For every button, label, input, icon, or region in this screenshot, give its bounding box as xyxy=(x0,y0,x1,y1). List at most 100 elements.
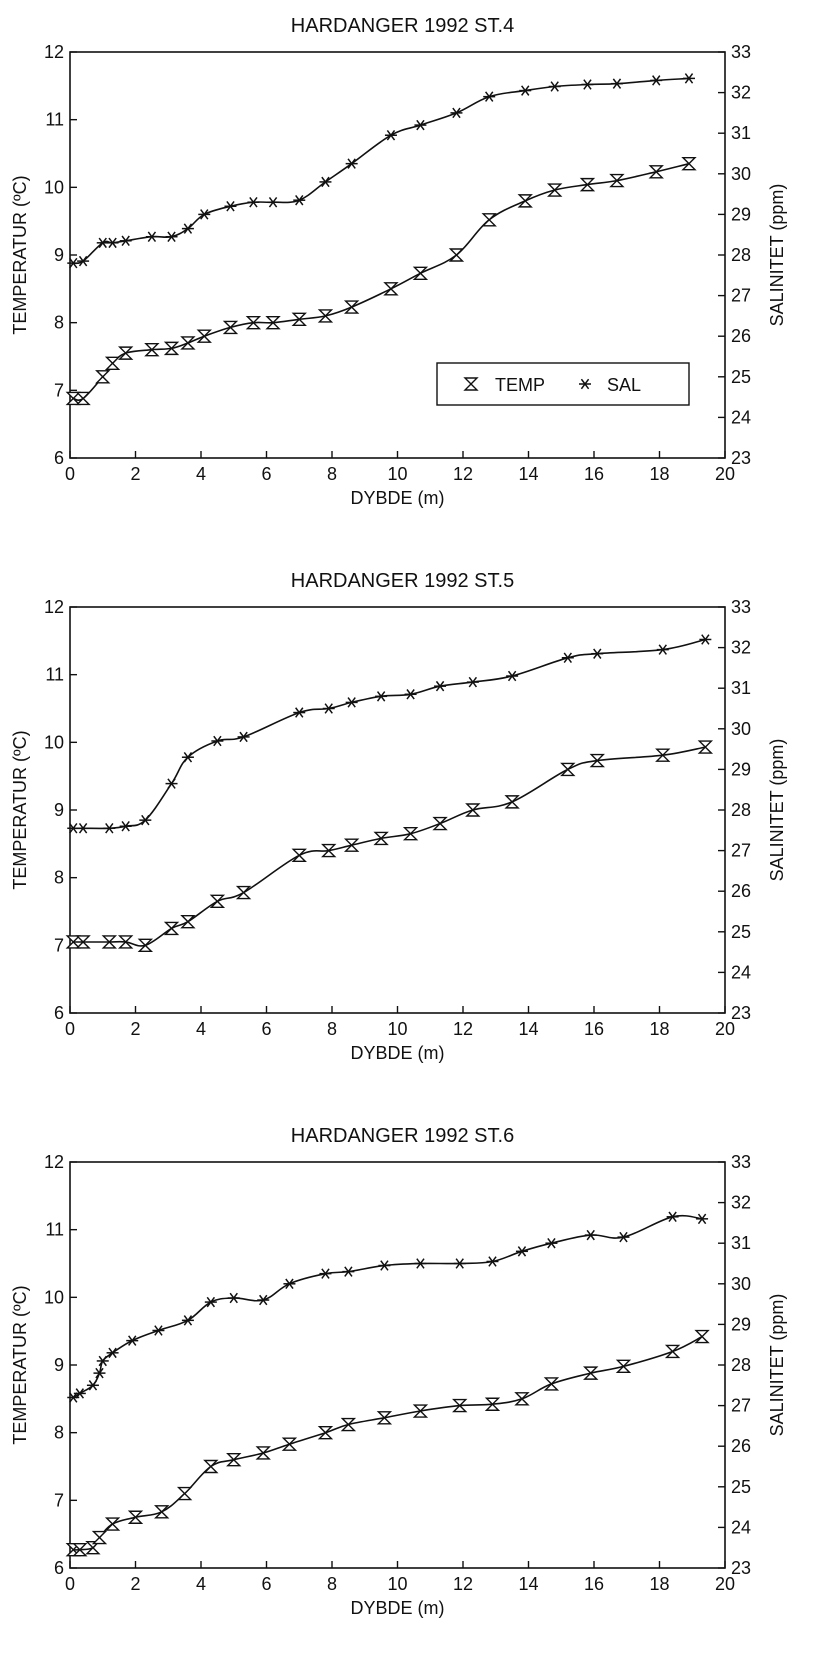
temp-point xyxy=(543,1377,560,1391)
chart-title: HARDANGER 1992 ST.5 xyxy=(291,570,514,592)
sal-point xyxy=(342,1266,355,1277)
y2-tick-label: 32 xyxy=(731,83,751,103)
temp-point xyxy=(163,921,180,936)
temp-point xyxy=(615,1359,632,1374)
y2-axis-label: SALINITET (ppm) xyxy=(767,184,787,327)
y2-tick-label: 31 xyxy=(731,678,751,698)
sal-point xyxy=(584,1229,597,1241)
temp-point xyxy=(176,1486,193,1501)
sal-point xyxy=(211,735,224,747)
x-tick-label: 12 xyxy=(453,464,473,484)
sal-point xyxy=(696,1213,709,1225)
sal-point xyxy=(73,1388,86,1399)
temp-point xyxy=(209,894,226,909)
x-tick-label: 4 xyxy=(196,1574,206,1594)
x-tick-label: 20 xyxy=(715,1574,735,1594)
temp-point xyxy=(235,885,252,900)
plot-frame xyxy=(69,606,726,1014)
sal-point xyxy=(414,119,427,131)
temp-point xyxy=(579,177,596,192)
temp-point xyxy=(91,1530,108,1545)
y2-tick-label: 33 xyxy=(731,597,751,617)
y2-tick-label: 28 xyxy=(731,1355,751,1375)
y2-tick-label: 28 xyxy=(731,800,751,820)
sal-point xyxy=(617,1231,630,1243)
y2-tick-label: 30 xyxy=(731,1274,751,1294)
y2-tick-label: 23 xyxy=(731,1003,751,1023)
temp-point xyxy=(117,346,134,360)
sal-point xyxy=(257,1294,270,1306)
temp-point xyxy=(317,309,334,323)
temp-point xyxy=(163,341,180,356)
y2-axis-label: SALINITET (ppm) xyxy=(767,1294,787,1437)
y2-tick-label: 33 xyxy=(731,1152,751,1172)
temp-point xyxy=(697,740,714,754)
temp-point xyxy=(291,312,307,326)
sal-point xyxy=(293,707,306,718)
temp-point xyxy=(317,1425,334,1440)
x-tick-label: 16 xyxy=(584,464,604,484)
sal-point xyxy=(561,652,574,664)
y2-tick-label: 29 xyxy=(731,1314,751,1334)
temp-point xyxy=(340,1417,357,1432)
sal-point xyxy=(126,1335,139,1346)
series-line-sal xyxy=(73,77,690,265)
sal-point xyxy=(283,1278,296,1290)
y2-tick-label: 31 xyxy=(731,1233,751,1253)
sal-point xyxy=(198,209,211,220)
x-tick-label: 18 xyxy=(649,1019,669,1039)
y-tick-label: 6 xyxy=(54,1003,64,1023)
sal-point xyxy=(610,78,623,89)
chart-st6: HARDANGER 1992 ST.60 2 4 6 8 10 12 14 16 18 206789… xyxy=(10,1125,787,1618)
y-tick-label: 7 xyxy=(54,935,64,955)
sal-point xyxy=(384,129,397,141)
legend-sal-marker xyxy=(579,378,591,390)
legend: TEMP SAL xyxy=(436,362,690,406)
temp-point xyxy=(144,343,160,357)
temp-point xyxy=(265,315,281,330)
series-temp xyxy=(65,1329,710,1557)
x-axis-label: DYBDE (m) xyxy=(351,1598,445,1618)
temp-point xyxy=(154,1505,170,1519)
sal-point xyxy=(506,670,519,682)
y2-tick-label: 24 xyxy=(731,962,751,982)
series-line-temp xyxy=(73,746,706,947)
temp-point xyxy=(484,1397,501,1411)
y2-tick-label: 27 xyxy=(731,841,751,861)
y2-tick-label: 32 xyxy=(731,1193,751,1213)
x-axis-label: DYBDE (m) xyxy=(351,488,445,508)
temp-point xyxy=(376,1411,393,1425)
temp-point xyxy=(226,1453,242,1467)
temp-point xyxy=(560,762,576,777)
series-sal xyxy=(67,73,695,269)
sal-point xyxy=(237,731,250,743)
series-sal xyxy=(67,1211,709,1403)
temp-point xyxy=(281,1437,298,1451)
temp-point xyxy=(75,391,91,406)
sal-point xyxy=(103,823,116,834)
y2-tick-label: 25 xyxy=(731,922,751,942)
y-tick-label: 10 xyxy=(44,177,64,197)
sal-point xyxy=(453,1258,466,1269)
x-tick-label: 8 xyxy=(327,1574,337,1594)
temp-point xyxy=(465,803,481,817)
temp-point xyxy=(504,795,520,809)
sal-point xyxy=(656,644,669,655)
sal-point xyxy=(434,680,447,692)
y2-tick-label: 29 xyxy=(731,204,751,224)
y-tick-label: 7 xyxy=(54,380,64,400)
y2-tick-label: 27 xyxy=(731,286,751,306)
sal-point xyxy=(519,85,532,96)
series-sal xyxy=(67,634,712,834)
sal-point xyxy=(545,1237,558,1249)
temp-point xyxy=(589,753,605,768)
y2-tick-label: 26 xyxy=(731,326,751,346)
temp-point xyxy=(245,315,262,330)
x-tick-label: 4 xyxy=(196,464,206,484)
sal-point xyxy=(96,1355,109,1367)
y2-tick-label: 28 xyxy=(731,245,751,265)
sal-point xyxy=(119,235,132,247)
sal-point xyxy=(204,1296,217,1308)
temp-point xyxy=(343,838,360,852)
sal-point xyxy=(378,1260,391,1271)
